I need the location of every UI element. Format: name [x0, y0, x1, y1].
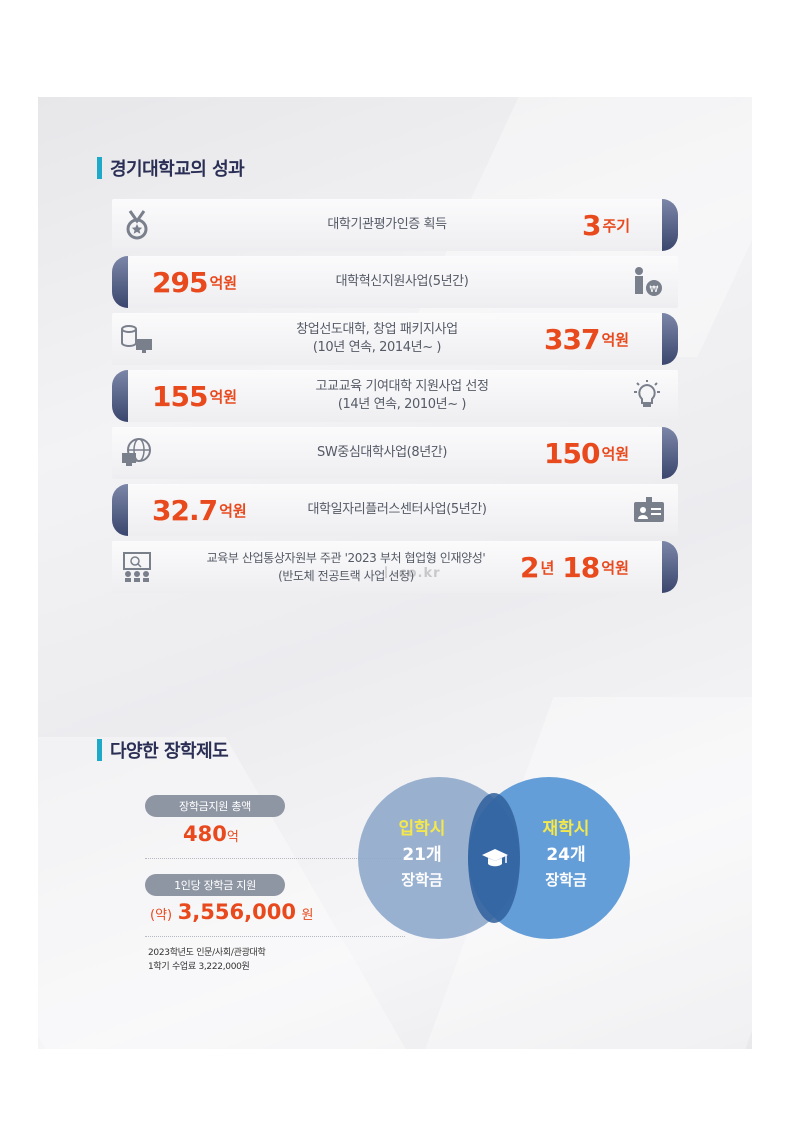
desc-line: 창업선도대학, 창업 패키지사업: [296, 322, 458, 337]
total-number: 480: [183, 822, 227, 846]
ribbon: [112, 313, 678, 365]
desc-line: (14년 연속, 2010년~ ): [337, 397, 467, 412]
achievement-amount: 155 억원: [152, 370, 237, 422]
achievement-amount: 3 주기: [582, 199, 630, 251]
tuition-note: 2023학년도 인문/사회/관광대학 1학기 수업료 3,222,000원: [148, 946, 266, 974]
svg-text:₩: ₩: [650, 285, 659, 295]
ribbon: [112, 199, 678, 251]
graduation-cap-icon: [481, 846, 509, 870]
venn-label: 장학금: [545, 871, 587, 889]
note-line: 2023학년도 인문/사회/관광대학: [148, 948, 266, 958]
per-person-label-pill: 1인당 장학금 지원: [145, 874, 285, 896]
per-number: 3,556,000: [177, 900, 296, 924]
watermark: ㅣ.co.kr: [380, 566, 441, 581]
medal-icon: [120, 209, 154, 241]
venn-label: 장학금: [401, 871, 443, 889]
ribbon-cap: [662, 541, 678, 593]
enrolled-text: 재학시 24개 장학금: [521, 816, 611, 892]
presenter-money-icon: ₩: [630, 266, 664, 298]
venn-title: 입학시: [398, 819, 446, 839]
achievement-amount: 32.7 억원: [152, 484, 247, 536]
achievement-amount: 150 억원: [544, 427, 629, 479]
achievement-desc: 창업선도대학, 창업 패키지사업 (10년 연속, 2014년~ ): [232, 313, 522, 365]
amount-unit: 억원: [209, 273, 238, 292]
desc-line: 대학기관평가인증 획득: [327, 217, 447, 232]
amount-unit: 억원: [209, 387, 238, 406]
ribbon: [112, 427, 678, 479]
achievement-desc: 교육부 산업통상자원부 주관 '2023 부처 협업형 인재양성' (반도체 전…: [156, 541, 536, 593]
achievement-row: 155 억원 고교교육 기여대학 지원사업 선정 (14년 연속, 2010년~ …: [112, 370, 678, 422]
ribbon: [112, 541, 678, 593]
amount-unit: 억원: [601, 444, 630, 463]
amount-number: 18: [562, 550, 600, 584]
ribbon-cap: [112, 370, 128, 422]
ribbon: [112, 484, 678, 536]
globe-computer-icon: [120, 437, 154, 469]
desc-line: 교육부 산업통상자원부 주관 '2023 부처 협업형 인재양성': [206, 551, 486, 565]
achievement-amount: 295 억원: [152, 256, 237, 308]
divider: [145, 936, 405, 937]
amount-unit: 주기: [602, 216, 631, 235]
amount-number: 2: [520, 550, 540, 584]
achievement-desc: 고교교육 기여대학 지원사업 선정 (14년 연속, 2010년~ ): [252, 370, 552, 422]
admission-text: 입학시 21개 장학금: [377, 816, 467, 892]
ribbon: [112, 370, 678, 422]
ribbon: [112, 256, 678, 308]
amount-number: 3: [582, 208, 602, 242]
achievement-row: 대학기관평가인증 획득 3 주기: [112, 199, 678, 251]
desc-line: 대학혁신지원사업(5년간): [335, 274, 469, 289]
divider: [145, 858, 405, 859]
achievement-row: SW중심대학사업(8년간) 150 억원: [112, 427, 678, 479]
section-title-scholarship: 다양한 장학제도: [97, 737, 229, 763]
title-bar: [97, 739, 102, 761]
achievement-row: 창업선도대학, 창업 패키지사업 (10년 연속, 2014년~ ) 337 억원: [112, 313, 678, 365]
amount-unit: 억원: [219, 501, 247, 520]
section-title-text: 다양한 장학제도: [110, 741, 229, 762]
achievement-desc: 대학일자리플러스센터사업(5년간): [262, 484, 532, 536]
achievement-desc: 대학기관평가인증 획득: [232, 199, 542, 251]
ribbon-cap: [112, 484, 128, 536]
total-amount: 480억: [183, 822, 239, 846]
achievement-desc: SW중심대학사업(8년간): [232, 427, 532, 479]
group-screen-icon: [120, 551, 154, 583]
amount-unit: 억원: [601, 558, 629, 577]
achievement-row: 32.7 억원 대학일자리플러스센터사업(5년간): [112, 484, 678, 536]
venn-count: 24개: [546, 845, 586, 865]
ribbon-cap: [662, 427, 678, 479]
ribbon-cap: [662, 199, 678, 251]
venn-count: 21개: [402, 845, 442, 865]
per-unit: 원: [301, 908, 314, 923]
total-label-pill: 장학금지원 총액: [145, 795, 285, 817]
section-title-achievements: 경기대학교의 성과: [97, 155, 245, 181]
desc-line: SW중심대학사업(8년간): [316, 445, 447, 460]
per-person-amount: (약) 3,556,000 원: [150, 900, 313, 924]
coins-monitor-icon: [120, 323, 154, 355]
achievement-amount: 337 억원: [544, 313, 629, 365]
per-prefix: (약): [150, 908, 173, 923]
amount-number: 32.7: [152, 493, 218, 527]
desc-line: (10년 연속, 2014년~ ): [312, 340, 442, 355]
amount-unit: 년: [540, 558, 555, 577]
venn-title: 재학시: [542, 819, 590, 839]
amount-number: 150: [544, 436, 600, 470]
lightbulb-icon: [630, 380, 664, 412]
amount-unit: 억원: [601, 330, 630, 349]
section-title-text: 경기대학교의 성과: [110, 159, 245, 180]
desc-line: 대학일자리플러스센터사업(5년간): [307, 502, 487, 517]
total-unit: 억: [226, 830, 239, 845]
achievement-desc: 대학혁신지원사업(5년간): [272, 256, 532, 308]
achievement-row: 교육부 산업통상자원부 주관 '2023 부처 협업형 인재양성' (반도체 전…: [112, 541, 678, 593]
amount-number: 155: [152, 379, 208, 413]
ribbon-cap: [112, 256, 128, 308]
amount-number: 295: [152, 265, 208, 299]
desc-line: 고교교육 기여대학 지원사업 선정: [315, 379, 489, 394]
id-card-icon: [632, 494, 666, 526]
achievement-row: 295 억원 대학혁신지원사업(5년간) ₩: [112, 256, 678, 308]
title-bar: [97, 157, 102, 179]
desc-line: (반도체 전공트랙 사업 선정): [278, 569, 414, 583]
note-line: 1학기 수업료 3,222,000원: [148, 962, 250, 972]
ribbon-cap: [662, 313, 678, 365]
amount-number: 337: [544, 322, 600, 356]
